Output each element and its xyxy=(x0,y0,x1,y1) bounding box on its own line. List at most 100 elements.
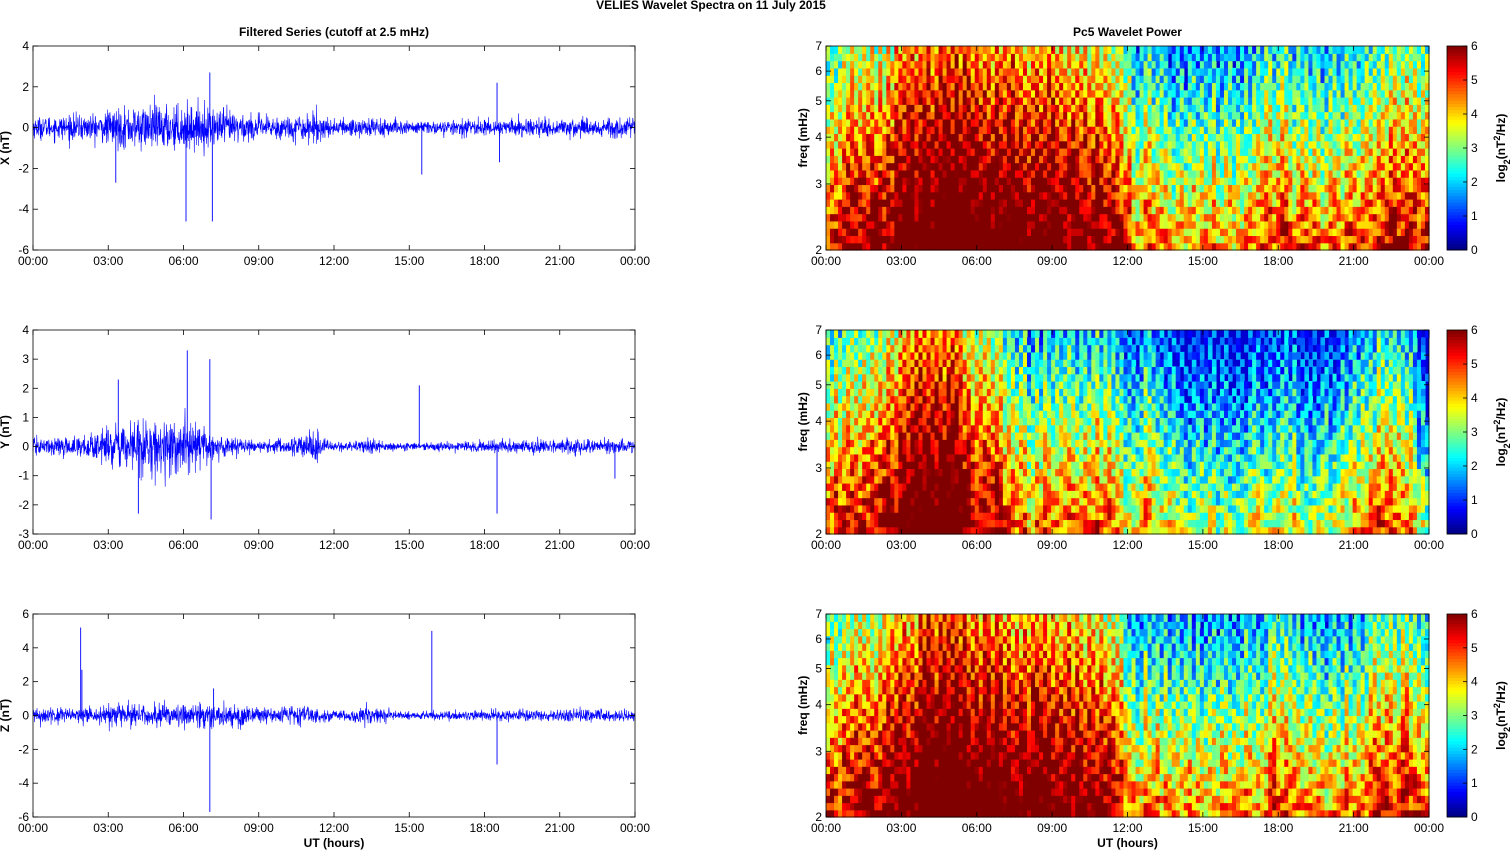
heatmap-cell xyxy=(1392,220,1398,229)
heatmap-cell xyxy=(1107,111,1113,120)
heatmap-cell xyxy=(1059,155,1064,164)
heatmap-cell xyxy=(862,351,867,360)
heatmap-cell xyxy=(870,344,875,353)
heatmap-cell xyxy=(870,220,875,229)
heatmap-cell xyxy=(910,169,916,178)
heatmap-cell xyxy=(1396,184,1402,193)
heatmap-cell xyxy=(1300,155,1305,164)
heatmap-cell xyxy=(1111,169,1117,178)
heatmap-cell xyxy=(1244,140,1249,149)
heatmap-cell xyxy=(1143,148,1149,156)
heatmap-cell xyxy=(1340,104,1346,113)
heatmap-cell xyxy=(898,75,903,84)
heatmap-cell xyxy=(1027,46,1032,54)
heatmap-cell xyxy=(938,67,944,76)
heatmap-cell xyxy=(966,67,972,76)
heatmap-cell xyxy=(1159,75,1165,84)
heatmap-cell xyxy=(826,242,831,251)
heatmap-cell xyxy=(1171,126,1177,135)
heatmap-cell xyxy=(1280,53,1285,62)
heatmap-cell xyxy=(974,89,980,98)
heatmap-cell xyxy=(830,512,835,521)
heatmap-cell xyxy=(834,381,839,389)
heatmap-cell xyxy=(1127,126,1133,135)
heatmap-cell xyxy=(874,410,879,419)
heatmap-cell xyxy=(1380,191,1386,200)
heatmap-cell xyxy=(1264,155,1269,164)
heatmap-cell xyxy=(1075,97,1080,105)
heatmap-cell xyxy=(1167,228,1173,237)
heatmap-cell xyxy=(1284,118,1289,127)
heatmap-cell xyxy=(1063,89,1068,98)
heatmap-cell xyxy=(1408,82,1414,91)
heatmap-cell xyxy=(990,184,996,193)
heatmap-cell xyxy=(986,177,992,186)
x-tick-label: 12:00 xyxy=(319,538,349,552)
heatmap-cell xyxy=(1308,46,1314,54)
heatmap-cell xyxy=(882,468,887,477)
heatmap-cell xyxy=(854,206,859,215)
plot-area xyxy=(33,46,635,250)
heatmap-cell xyxy=(1416,133,1422,142)
heatmap-cell xyxy=(994,60,1000,69)
heatmap-cell xyxy=(1284,82,1289,91)
heatmap-cell xyxy=(842,155,847,164)
heatmap-cell xyxy=(1384,191,1390,200)
heatmap-cell xyxy=(1292,97,1297,105)
heatmap-cell xyxy=(1348,53,1354,62)
heatmap-cell xyxy=(962,67,968,76)
heatmap-cell xyxy=(1139,213,1145,222)
heatmap-cell xyxy=(1067,191,1072,200)
heatmap-cell xyxy=(1191,53,1197,62)
heatmap-cell xyxy=(938,97,944,105)
heatmap-cell xyxy=(1123,126,1129,135)
heatmap-cell xyxy=(1187,242,1193,251)
heatmap-cell xyxy=(974,148,980,156)
heatmap-cell xyxy=(1039,242,1044,251)
heatmap-cell xyxy=(942,89,948,98)
heatmap-cell xyxy=(934,140,940,149)
y-tick-label: -2 xyxy=(18,742,29,756)
heatmap-cell xyxy=(1412,133,1418,142)
heatmap-cell xyxy=(870,446,875,455)
heatmap-cell xyxy=(862,519,867,528)
heatmap-cell xyxy=(1047,228,1052,237)
heatmap-cell xyxy=(970,111,976,120)
heatmap-cell xyxy=(1292,242,1297,251)
heatmap-cell xyxy=(1256,206,1261,215)
heatmap-cell xyxy=(1372,191,1378,200)
heatmap-cell xyxy=(1280,118,1285,127)
heatmap-cell xyxy=(1348,133,1354,142)
heatmap-cell xyxy=(886,184,891,193)
heatmap-cell xyxy=(1031,126,1036,135)
heatmap-cell xyxy=(930,67,936,76)
colorbar-step xyxy=(1447,243,1467,248)
heatmap-cell xyxy=(1187,169,1193,178)
heatmap-cell xyxy=(1147,199,1153,207)
heatmap-cell xyxy=(1372,242,1378,251)
heatmap-cell xyxy=(1400,89,1406,98)
heatmap-cell xyxy=(1115,111,1121,120)
heatmap-cell xyxy=(1075,235,1080,244)
heatmap-cell xyxy=(1248,126,1253,135)
heatmap-cell xyxy=(1151,228,1157,237)
heatmap-cell xyxy=(1348,67,1354,76)
heatmap-cell xyxy=(1195,162,1201,171)
heatmap-cell xyxy=(878,388,883,397)
heatmap-cell xyxy=(1183,118,1189,127)
heatmap-cell xyxy=(1376,67,1382,76)
heatmap-cell xyxy=(1014,46,1020,54)
heatmap-cell xyxy=(1055,133,1060,142)
heatmap-cell xyxy=(1155,46,1161,54)
heatmap-cell xyxy=(886,126,891,135)
heatmap-cell xyxy=(1376,140,1382,149)
heatmap-cell xyxy=(950,242,956,251)
heatmap-cell xyxy=(1364,89,1370,98)
heatmap-cell xyxy=(1139,206,1145,215)
heatmap-cell xyxy=(1300,177,1305,186)
heatmap-cell xyxy=(1296,220,1301,229)
heatmap-cell xyxy=(1175,155,1181,164)
heatmap-cell xyxy=(1103,169,1108,178)
colorbar-step xyxy=(1447,87,1467,92)
heatmap-cell xyxy=(874,424,879,433)
